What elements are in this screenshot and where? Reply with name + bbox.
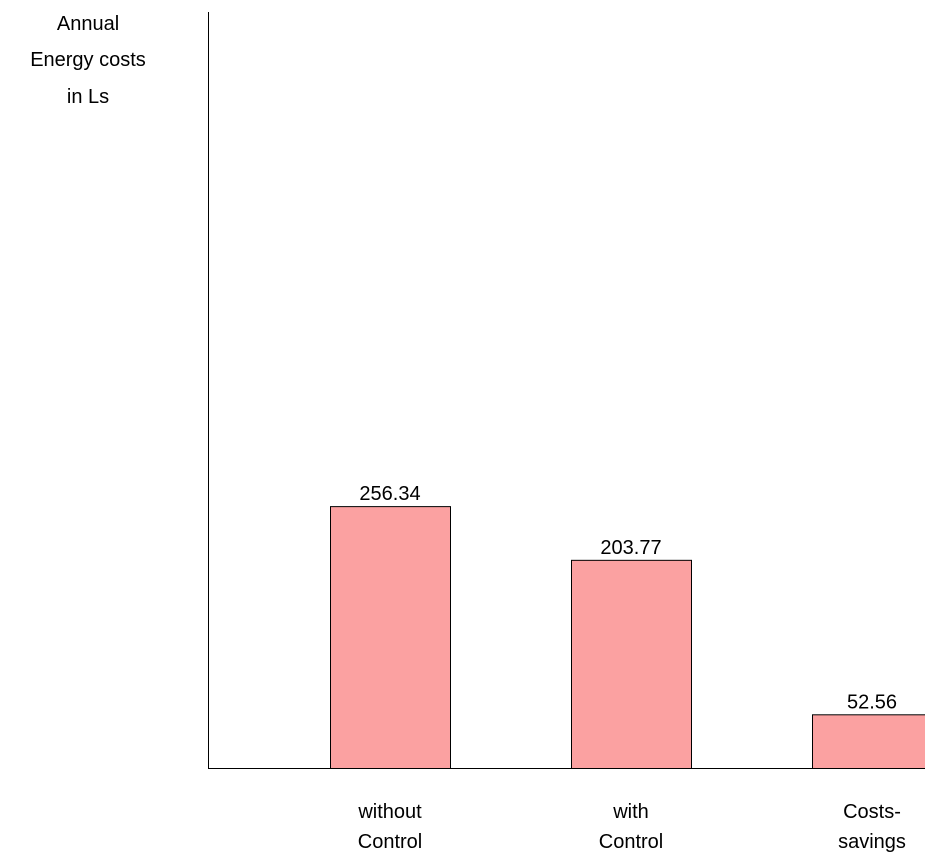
bar-0: [330, 506, 451, 769]
bar-1: [571, 559, 692, 769]
bars-group: [330, 506, 925, 770]
category-label-1-line-1: with: [612, 801, 649, 823]
category-label-2-line-1: Costs-: [843, 801, 901, 823]
category-label-1-line-2: Control: [599, 831, 663, 853]
value-label-0: 256.34: [359, 483, 420, 505]
value-label-1: 203.77: [600, 537, 661, 559]
value-label-2: 52.56: [847, 691, 897, 713]
y-axis-label-line-2: Energy costs: [30, 49, 146, 71]
category-label-2-line-2: savings: [838, 831, 906, 853]
category-labels-group: without Control with Control Costs-savings: [357, 801, 906, 853]
y-axis-label-line-3: in Ls: [67, 86, 109, 108]
y-axis-label: Annual Energy costs in Ls: [30, 13, 146, 108]
bar-2: [812, 714, 925, 770]
category-label-0-line-1: without: [357, 801, 422, 823]
category-label-0-line-2: Control: [358, 831, 422, 853]
value-labels-group: 256.34 203.77 52.56: [359, 483, 897, 713]
y-axis-label-line-1: Annual: [57, 13, 119, 35]
